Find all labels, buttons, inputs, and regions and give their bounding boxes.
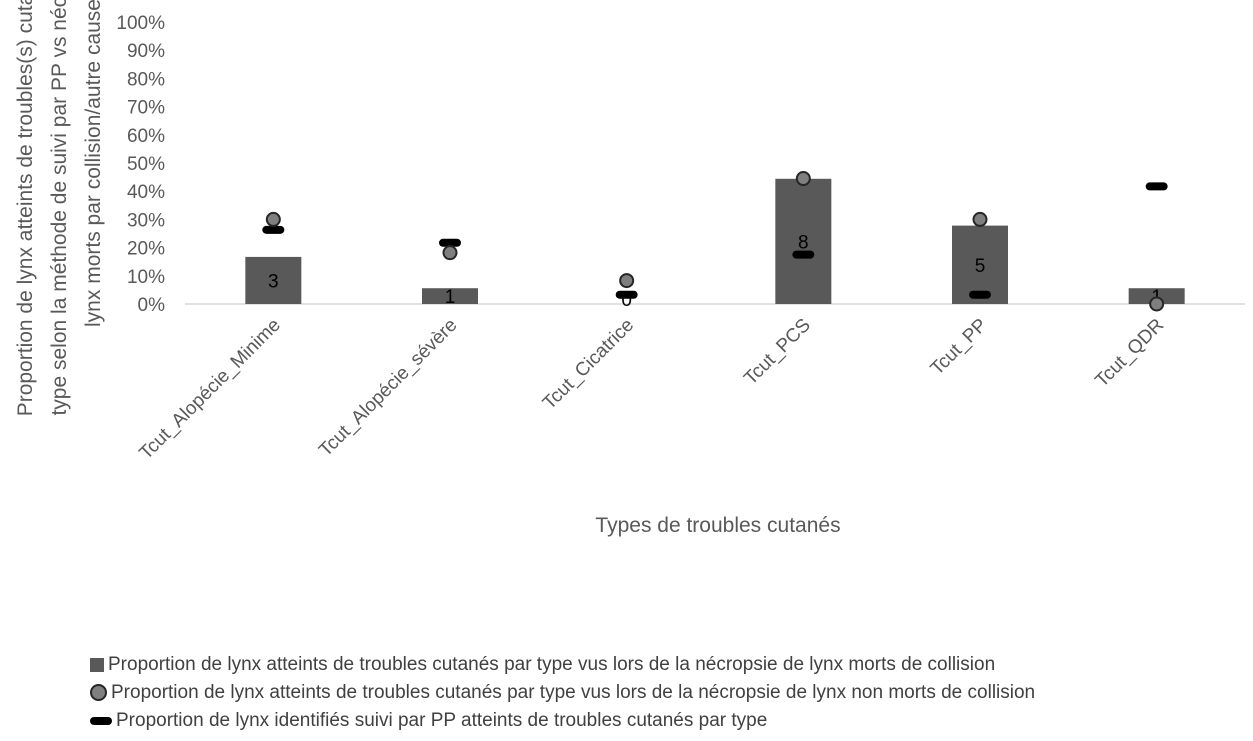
y-axis-title-line: lynx morts par collision/autre cause xyxy=(82,0,105,327)
circle-marker xyxy=(1149,296,1165,312)
legend-label: Proportion de lynx identifiés suivi par … xyxy=(116,710,768,731)
y-tick-label: 40% xyxy=(127,182,165,203)
x-category-label: Tcut_PP xyxy=(927,315,992,380)
circle-marker xyxy=(972,211,988,227)
legend-item-bar: Proportion de lynx atteints de troubles … xyxy=(90,654,995,676)
circle-marker xyxy=(442,245,458,261)
dash-marker xyxy=(792,250,815,259)
bar-data-labels: 310851 xyxy=(268,232,1162,311)
dash-marker xyxy=(262,225,285,234)
y-tick-label: 80% xyxy=(127,69,165,90)
y-axis-title-line: type selon la méthode de suivi par PP vs… xyxy=(48,0,71,416)
circle-marker xyxy=(265,211,281,227)
x-category-label: Tcut_Alopécie_sévère xyxy=(315,315,461,461)
dash-marker xyxy=(615,290,638,299)
x-category-label: Tcut_PCS xyxy=(740,315,815,390)
bar-data-label: 0 xyxy=(621,290,632,311)
bar-data-label: 8 xyxy=(798,232,809,253)
legend-label: Proportion de lynx atteints de troubles … xyxy=(111,682,1036,703)
dash-series xyxy=(262,182,1168,299)
y-axis-title: Proportion de lynx atteints de troubles(… xyxy=(14,0,105,416)
dash-marker xyxy=(969,290,991,299)
y-tick-label: 90% xyxy=(127,41,165,62)
legend-label: Proportion de lynx atteints de troubles … xyxy=(108,654,996,675)
x-axis-categories: Tcut_Alopécie_Minime Tcut_Alopécie_sévère… xyxy=(136,315,1169,464)
y-tick-label: 20% xyxy=(127,239,165,260)
bar-data-label: 5 xyxy=(975,256,986,277)
legend-circle-swatch xyxy=(90,684,107,702)
y-tick-label: 10% xyxy=(127,267,165,288)
dash-marker xyxy=(439,238,461,247)
legend-item-dash: Proportion de lynx identifiés suivi par … xyxy=(90,710,767,732)
circle-marker xyxy=(795,171,811,187)
y-tick-label: 50% xyxy=(127,154,165,175)
legend-dash-swatch xyxy=(90,716,112,725)
y-tick-label: 70% xyxy=(127,98,165,119)
legend-bar-swatch xyxy=(90,657,104,672)
y-axis-ticks: 0% 10% 20% 30% 40% 50% 60% 70% 80% 90% 100% xyxy=(116,13,165,316)
circle-marker xyxy=(619,273,635,289)
y-tick-label: 60% xyxy=(127,126,165,147)
x-category-label: Tcut_QDR xyxy=(1091,315,1168,392)
x-axis-title: Types de troubles cutanés xyxy=(595,514,840,537)
bar xyxy=(775,178,832,304)
y-tick-label: 0% xyxy=(138,295,166,316)
legend-item-circle: Proportion de lynx atteints de troubles … xyxy=(90,682,1035,704)
dash-marker xyxy=(1145,182,1168,191)
circle-series xyxy=(265,171,1165,312)
y-tick-label: 30% xyxy=(127,210,165,231)
y-axis-title-line: Proportion de lynx atteints de troubles(… xyxy=(14,0,37,416)
bar-data-label: 3 xyxy=(268,271,279,292)
x-category-label: Tcut_Alopécie_Minime xyxy=(136,315,285,464)
bar xyxy=(245,256,302,304)
bar xyxy=(422,288,478,304)
bar-data-label: 1 xyxy=(445,287,456,308)
bar-series xyxy=(245,178,1185,304)
x-category-label: Tcut_Cicatrice xyxy=(539,315,638,414)
bar xyxy=(1128,288,1185,304)
y-tick-label: 100% xyxy=(116,13,165,34)
